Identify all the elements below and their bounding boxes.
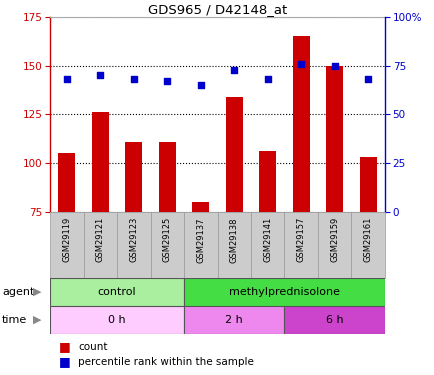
Point bbox=[331, 63, 338, 69]
Bar bbox=[50, 278, 184, 306]
Text: GSM29125: GSM29125 bbox=[162, 217, 171, 262]
Text: GSM29137: GSM29137 bbox=[196, 217, 205, 262]
Text: GSM29161: GSM29161 bbox=[363, 217, 372, 262]
Text: ■: ■ bbox=[59, 356, 70, 368]
Bar bbox=[92, 112, 108, 212]
Bar bbox=[250, 212, 284, 278]
Point bbox=[164, 78, 171, 84]
Text: time: time bbox=[2, 315, 27, 325]
Text: GSM29159: GSM29159 bbox=[329, 217, 339, 262]
Bar bbox=[125, 142, 142, 212]
Text: ▶: ▶ bbox=[33, 286, 41, 297]
Bar bbox=[117, 212, 150, 278]
Bar bbox=[217, 212, 250, 278]
Bar bbox=[58, 153, 75, 212]
Text: percentile rank within the sample: percentile rank within the sample bbox=[78, 357, 253, 367]
Text: control: control bbox=[98, 286, 136, 297]
Bar bbox=[225, 97, 242, 212]
Bar bbox=[158, 142, 175, 212]
Point bbox=[197, 82, 204, 88]
Text: 0 h: 0 h bbox=[108, 315, 125, 325]
Bar bbox=[326, 66, 342, 212]
Point bbox=[97, 72, 104, 78]
Text: 6 h: 6 h bbox=[325, 315, 343, 325]
Bar bbox=[359, 157, 376, 212]
Bar bbox=[184, 212, 217, 278]
Point bbox=[297, 61, 304, 67]
Point bbox=[364, 76, 371, 82]
Bar bbox=[150, 212, 184, 278]
Text: GSM29157: GSM29157 bbox=[296, 217, 305, 262]
Title: GDS965 / D42148_at: GDS965 / D42148_at bbox=[148, 3, 286, 16]
Bar bbox=[184, 306, 284, 334]
Bar bbox=[259, 152, 276, 212]
Bar bbox=[284, 212, 317, 278]
Text: count: count bbox=[78, 342, 108, 352]
Point bbox=[130, 76, 137, 82]
Bar bbox=[284, 306, 384, 334]
Text: GSM29119: GSM29119 bbox=[62, 217, 71, 262]
Text: methylprednisolone: methylprednisolone bbox=[228, 286, 339, 297]
Text: GSM29123: GSM29123 bbox=[129, 217, 138, 262]
Text: agent: agent bbox=[2, 286, 34, 297]
Text: ▶: ▶ bbox=[33, 315, 41, 325]
Text: GSM29141: GSM29141 bbox=[263, 217, 272, 262]
Bar bbox=[83, 212, 117, 278]
Text: 2 h: 2 h bbox=[225, 315, 243, 325]
Bar bbox=[192, 202, 209, 212]
Point bbox=[264, 76, 271, 82]
Bar bbox=[50, 306, 184, 334]
Bar bbox=[50, 212, 83, 278]
Bar bbox=[184, 278, 384, 306]
Bar bbox=[292, 36, 309, 212]
Bar bbox=[317, 212, 351, 278]
Text: GSM29121: GSM29121 bbox=[95, 217, 105, 262]
Point bbox=[230, 66, 237, 72]
Bar bbox=[351, 212, 384, 278]
Point bbox=[63, 76, 70, 82]
Text: ■: ■ bbox=[59, 340, 70, 353]
Text: GSM29138: GSM29138 bbox=[229, 217, 238, 262]
